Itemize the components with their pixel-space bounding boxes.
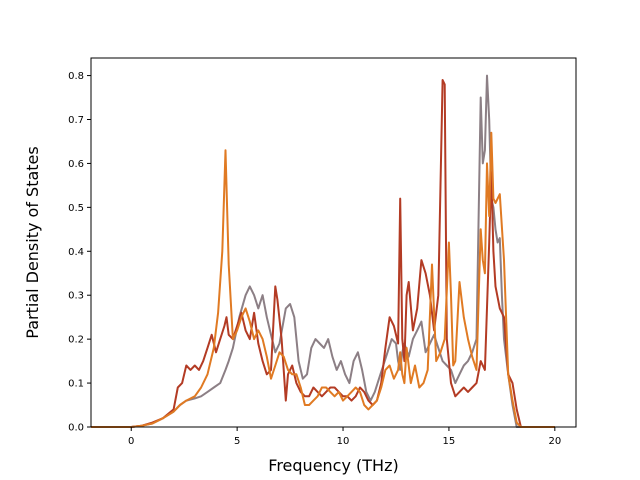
y-tick-label: 0.5 — [68, 203, 84, 214]
x-axis-label: Frequency (THz) — [268, 456, 398, 475]
plot-frame — [90, 57, 577, 428]
y-tick-label: 0.6 — [68, 159, 84, 170]
y-tick-label: 0.8 — [68, 71, 84, 82]
series-line-2 — [91, 79, 555, 428]
y-tick-label: 0.7 — [68, 115, 84, 126]
x-tick-label: 15 — [443, 436, 456, 447]
y-tick-label: 0.1 — [68, 379, 84, 390]
y-tick-label: 0.4 — [68, 247, 84, 258]
y-axis-label: Partial Density of States — [23, 146, 42, 338]
ticks-layer: 0 5 10 15 20 0.0 0.1 0.2 0.3 0.4 0.5 0.6 0.7 0.8 — [68, 71, 561, 447]
series-line-1 — [91, 74, 555, 428]
x-tick-label: 20 — [548, 436, 561, 447]
x-tick-label: 10 — [337, 436, 350, 447]
series-layer — [91, 74, 555, 428]
series-line-3 — [91, 131, 555, 428]
y-tick-label: 0.0 — [68, 423, 84, 434]
y-tick-label: 0.3 — [68, 291, 84, 302]
x-tick-label: 5 — [234, 436, 240, 447]
y-tick-label: 0.2 — [68, 335, 84, 346]
x-tick-label: 0 — [128, 436, 134, 447]
